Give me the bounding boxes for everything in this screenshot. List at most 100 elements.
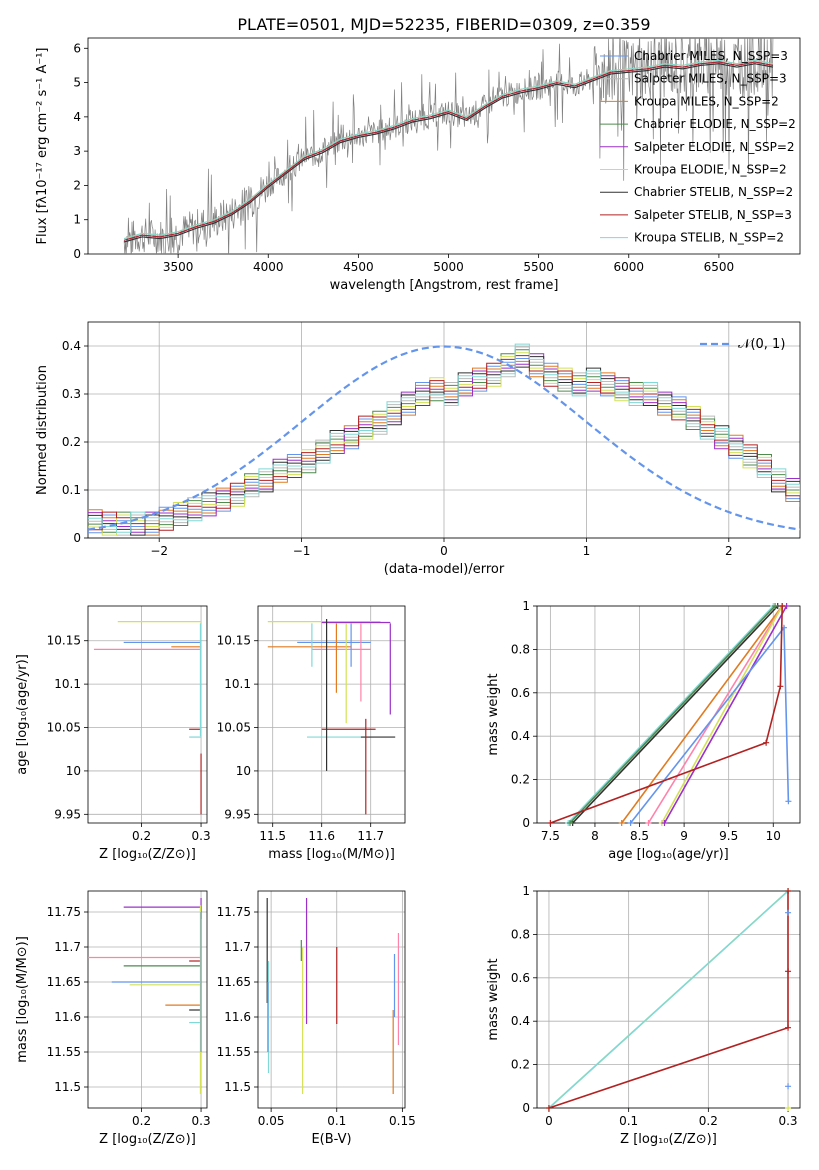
y-tick-label: 5 <box>73 76 81 90</box>
legend-label: Salpeter MILES, N_SSP=3 <box>634 72 787 86</box>
x-tick-label: 8 <box>591 829 599 843</box>
x-tick-label: 11.5 <box>259 829 286 843</box>
y-tick-label: 11.5 <box>224 1080 251 1094</box>
x-tick-label: 0.2 <box>699 1114 718 1128</box>
x-tick-label: 9.5 <box>719 829 738 843</box>
y-tick-label: 0 <box>522 816 530 830</box>
x-axis-label: age [log₁₀(age/yr)] <box>608 847 729 862</box>
model-spectrum-line <box>123 59 774 240</box>
y-tick-label: 0.8 <box>511 927 530 941</box>
y-tick-label: 11.65 <box>217 975 251 989</box>
y-tick-label: 0.2 <box>511 773 530 787</box>
x-tick-label: 0.3 <box>192 829 211 843</box>
y-tick-label: 0.3 <box>62 387 81 401</box>
y-tick-label: 10.05 <box>217 721 251 735</box>
y-tick-label: 0 <box>522 1101 530 1115</box>
residual-histogram-series <box>88 346 800 536</box>
age-vs-mass-panel: 11.5 11.6 11.7 9.95 10 10.05 10.1 10.15 mass [lo… <box>217 605 406 862</box>
mass-weight-line <box>567 605 774 824</box>
x-axis-label: wavelength [Angstrom, rest frame] <box>330 278 559 293</box>
x-tick-label: 0.1 <box>327 1114 346 1128</box>
y-tick-label: 0.2 <box>62 435 81 449</box>
x-tick-label: 1 <box>583 544 591 558</box>
mass-weight-line <box>661 605 783 824</box>
legend-label: Chabrier STELIB, N_SSP=2 <box>634 185 793 199</box>
y-tick-label: 0.4 <box>62 339 81 353</box>
y-tick-label: 10.1 <box>54 677 81 691</box>
x-tick-label: 0.3 <box>778 1114 797 1128</box>
plus-marker <box>779 603 786 609</box>
plus-marker <box>763 739 770 746</box>
plus-marker <box>547 820 554 826</box>
plot-frame <box>536 890 801 1109</box>
y-axis-label: mass weight <box>486 673 501 755</box>
y-tick-label: 11.55 <box>47 1045 81 1059</box>
plus-marker <box>785 1105 792 1111</box>
plus-marker <box>785 888 792 894</box>
mass-vs-extinction-panel: 0.05 0.1 0.15 11.5 11.55 11.6 11.65 11.7 11.75 E(… <box>217 890 416 1147</box>
normal-reference-curve <box>88 345 800 531</box>
legend-label: Kroupa ELODIE, N_SSP=2 <box>634 163 787 177</box>
y-tick-label: 1 <box>522 884 530 898</box>
y-tick-label: 10.1 <box>224 677 251 691</box>
y-tick-label: 0 <box>73 247 81 261</box>
plus-marker <box>785 798 792 805</box>
y-tick-label: 0.1 <box>62 483 81 497</box>
x-tick-label: 4000 <box>253 260 284 274</box>
x-axis-label: mass [log₁₀(M/M⊙)] <box>268 847 395 862</box>
residual-histogram-series <box>88 356 800 536</box>
model-spectrum-line <box>123 63 774 243</box>
observed-spectrum <box>123 38 774 254</box>
plus-marker <box>566 820 573 826</box>
plus-marker <box>772 603 779 609</box>
x-tick-label: 0.05 <box>258 1114 285 1128</box>
y-axis-label: Normed distribution <box>35 365 50 495</box>
x-tick-label: 0 <box>440 544 448 558</box>
plus-marker <box>785 909 792 916</box>
plus-marker <box>785 1083 792 1090</box>
y-tick-label: 11.6 <box>224 1010 251 1024</box>
x-tick-label: 6000 <box>613 260 644 274</box>
plus-marker <box>645 820 652 826</box>
x-tick-label: 9 <box>680 829 688 843</box>
y-tick-label: 11.7 <box>224 940 251 954</box>
x-tick-label: 10 <box>766 829 781 843</box>
plus-marker <box>618 820 625 826</box>
legend-label: Salpeter STELIB, N_SSP=3 <box>634 208 792 222</box>
y-tick-label: 10 <box>66 764 81 778</box>
y-tick-label: 2 <box>73 178 81 192</box>
y-tick-label: 1 <box>522 599 530 613</box>
y-tick-label: 11.7 <box>54 940 81 954</box>
x-tick-label: 11.6 <box>308 829 335 843</box>
x-tick-label: 2 <box>725 544 733 558</box>
mass-vs-metallicity-panel: 0.2 0.3 11.5 11.55 11.6 11.65 11.7 11.75 Z [log₁… <box>15 890 211 1147</box>
x-tick-label: 5500 <box>523 260 554 274</box>
plot-frame <box>87 321 801 539</box>
mass-weight-line <box>548 891 789 1109</box>
x-tick-label: 11.7 <box>357 829 384 843</box>
y-axis-label: Flux [fλ10⁻¹⁷ erg cm⁻² s⁻¹ A⁻¹] <box>35 48 50 245</box>
mass-weight-line <box>548 890 789 1109</box>
y-tick-label: 4 <box>73 110 81 124</box>
x-tick-label: 4500 <box>343 260 374 274</box>
x-tick-label: 3500 <box>163 260 194 274</box>
x-tick-label: 0.1 <box>619 1114 638 1128</box>
plot-frame <box>87 890 208 1109</box>
mass-weight-vs-metallicity-panel: 0 0.1 0.2 0.3 0 0.2 0.4 0.6 0.8 1 Z [log₁₀(Z/Z⊙)] m… <box>486 884 801 1147</box>
x-axis-label: (data-model)/error <box>384 562 505 577</box>
plus-marker <box>785 968 792 975</box>
x-tick-label: −2 <box>150 544 168 558</box>
x-tick-label: 0.3 <box>192 1114 211 1128</box>
y-axis-label: mass weight <box>486 958 501 1040</box>
plot-frame <box>257 890 406 1109</box>
x-axis-label: Z [log₁₀(Z/Z⊙)] <box>99 1132 196 1147</box>
legend-label: 𝒩(0, 1) <box>738 337 785 352</box>
y-tick-label: 0.8 <box>511 642 530 656</box>
plot-frame <box>87 605 208 824</box>
mass-weight-vs-age-panel: 7.5 8 8.5 9 9.5 10 0 0.2 0.4 0.6 0.8 1 age [log₁₀(ag… <box>486 599 801 862</box>
residual-histogram-series <box>88 343 800 533</box>
y-tick-label: 1 <box>73 213 81 227</box>
y-tick-label: 9.95 <box>224 807 251 821</box>
y-tick-label: 10.05 <box>47 721 81 735</box>
